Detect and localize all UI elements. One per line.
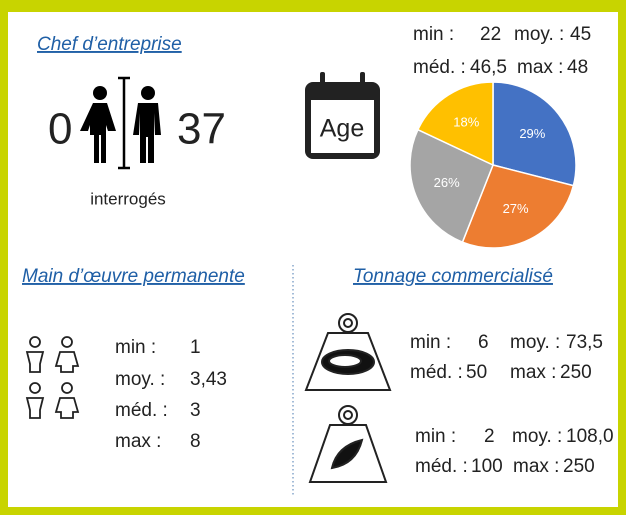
stat-label: min : <box>413 24 454 45</box>
stat-label: max : <box>517 57 563 78</box>
stat-label: moy. : <box>115 369 165 390</box>
section-title: Chef d’entreprise <box>37 34 182 55</box>
slice-label: 18% <box>453 114 479 129</box>
stat-value: 1 <box>190 337 201 358</box>
stat-value: 2 <box>484 426 495 447</box>
woman-icon <box>80 86 116 163</box>
stat-label: max : <box>115 431 161 452</box>
slice-label: 27% <box>503 201 529 216</box>
stat-label: méd. : <box>413 57 466 78</box>
stat-value: 250 <box>563 456 595 477</box>
stat-value: 46,5 <box>470 57 507 78</box>
man-icon <box>133 86 161 163</box>
range-bar <box>118 76 130 170</box>
stat-label: méd. : <box>115 400 168 421</box>
stat-value: 100 <box>471 456 503 477</box>
section-title: Tonnage commercialisé <box>353 266 553 287</box>
slice-label: 29% <box>519 126 545 141</box>
stat-label: moy. : <box>512 426 562 447</box>
stat-label: moy. : <box>510 332 560 353</box>
pie-slice <box>492 81 577 187</box>
stat-value: 73,5 <box>566 332 603 353</box>
stat-label: min : <box>115 337 156 358</box>
people-icon <box>25 336 80 419</box>
pie-slice <box>461 164 575 249</box>
stat-label: méd. : <box>410 362 463 383</box>
slice-label: 26% <box>434 175 460 190</box>
stat-value: 3 <box>190 400 201 421</box>
stat-value: 45 <box>570 24 591 45</box>
top-band <box>0 0 626 12</box>
stat-value: 6 <box>478 332 489 353</box>
stat-label: moy. : <box>514 24 564 45</box>
section-title: Main d’œuvre permanente <box>22 266 245 287</box>
stat-label: max : <box>510 362 556 383</box>
stat-value: 3,43 <box>190 369 227 390</box>
pie-slice <box>409 128 494 244</box>
stat-label: max : <box>513 456 559 477</box>
max-count: 37 <box>177 105 226 154</box>
mussel-weight-icon <box>308 405 388 483</box>
min-count: 0 <box>48 105 72 154</box>
oyster-weight-icon <box>304 313 392 391</box>
stat-label: min : <box>410 332 451 353</box>
stat-value: 22 <box>480 24 501 45</box>
stat-value: 48 <box>567 57 588 78</box>
stat-label: méd. : <box>415 456 468 477</box>
stat-value: 108,0 <box>566 426 614 447</box>
stat-value: 50 <box>466 362 487 383</box>
stat-label: min : <box>415 426 456 447</box>
stat-value: 8 <box>190 431 201 452</box>
pie-slice <box>416 81 494 167</box>
calendar-icon <box>305 72 380 159</box>
age-label: Age <box>320 115 364 143</box>
caption: interrogés <box>90 189 166 208</box>
pie-chart: 29% 27% 26% 18% <box>409 81 577 249</box>
stat-value: 250 <box>560 362 592 383</box>
